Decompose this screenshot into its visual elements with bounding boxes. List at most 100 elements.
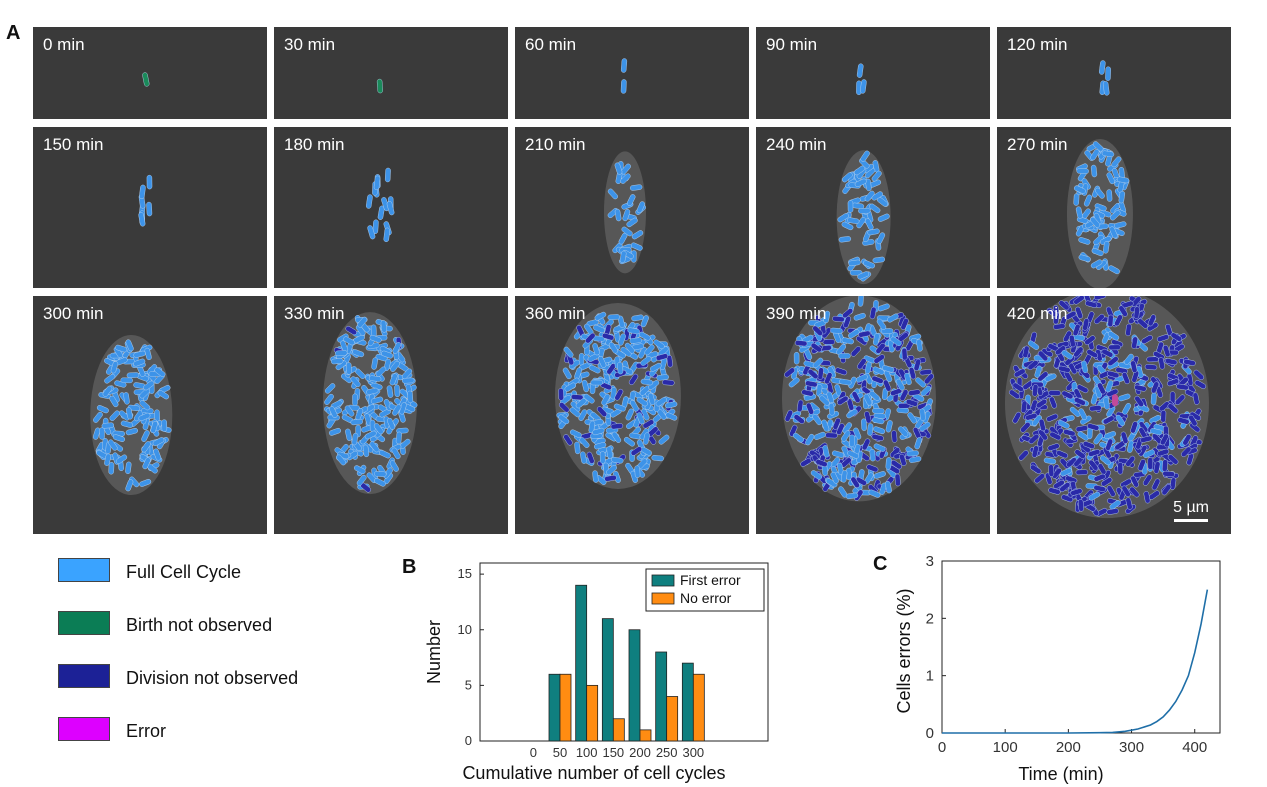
cell [639,331,651,341]
cell [644,344,655,356]
cell [916,339,923,352]
cell [120,377,133,384]
cell [845,492,859,500]
cell [1044,373,1057,382]
cell [885,481,892,494]
frame-time-label: 240 min [766,135,827,154]
cell [640,315,649,328]
cell [642,419,655,429]
cell [913,358,922,371]
cell [864,190,875,202]
cell [1037,371,1049,382]
microscopy-frame: 210 min [515,127,749,288]
cell [841,470,848,483]
cell [873,471,886,479]
cell [1088,491,1101,501]
microscopy-frame: 60 min [515,27,749,119]
cell [630,242,643,251]
colony-image [90,335,173,495]
cell [593,324,605,334]
cell [1060,467,1072,477]
cell [1101,150,1115,158]
cell [123,392,130,405]
y-axis-label: Number [424,620,444,684]
cell [832,417,841,430]
microscopy-frame: 420 min 5 µm [997,296,1231,534]
cell [1076,384,1089,394]
cell [614,162,623,175]
cell [352,393,358,406]
cell [1108,344,1121,351]
cell [407,390,414,404]
cell [1090,216,1101,228]
cell [876,232,886,245]
cell [824,372,833,385]
cell [1051,467,1062,479]
cell [792,432,804,443]
cell [1030,464,1042,474]
cell [1038,429,1048,441]
colony-image [1066,138,1133,288]
y-tick-label: 0 [465,733,472,748]
cell [125,339,134,352]
cell [860,79,867,94]
legend-label-error: Error [126,721,166,741]
cell [1109,226,1118,239]
cell [854,178,867,187]
cell [1058,300,1070,311]
cell [1181,446,1192,458]
legend-label-birth-not-observed: Birth not observed [126,615,273,635]
cell [1075,306,1083,319]
panel-label-b: B [402,556,417,578]
cell [586,451,595,464]
cell [125,427,138,436]
cell [853,427,862,440]
cell [1150,381,1160,394]
cell [613,403,626,412]
cell [574,441,581,455]
cell [839,378,852,386]
cell [1160,410,1167,423]
cell [837,213,849,223]
cell [1188,414,1198,427]
cell [108,439,118,451]
cell [1114,314,1123,327]
microscopy-frame-grid: 0 min 30 min 60 min 90 min 120 min 150 min 180… [33,27,1231,534]
cell [860,150,870,162]
microscopy-frame: 30 min [274,27,508,119]
cell [1143,491,1151,504]
cell [1106,172,1115,185]
cell [104,453,112,466]
cell [1183,359,1196,366]
cell [1069,406,1081,417]
cell [872,366,885,375]
cell [346,362,352,375]
cell [328,427,341,436]
microscopy-frame: 390 min [756,296,990,534]
cell [1121,485,1131,497]
x-tick-label: 100 [576,745,598,760]
microscopy-frame: 180 min [274,127,508,288]
x-tick-label: 100 [993,739,1018,756]
cell [1103,241,1110,254]
cell [1115,367,1128,374]
cell [867,423,874,436]
cell [384,167,391,183]
cell [1165,358,1178,366]
frame-time-label: 420 min [1007,304,1068,323]
cell [873,443,886,452]
cell [864,411,872,424]
cell [387,417,396,430]
plot-frame [941,560,1221,734]
cell [1008,389,1021,400]
cell [125,461,132,474]
cell [367,225,376,240]
cell [1068,334,1076,348]
cell [871,375,884,384]
cell [1134,395,1144,407]
legend-label: First error [680,572,741,588]
x-axis-label: Time (min) [1018,764,1103,784]
cell [1176,383,1189,391]
cell [1027,360,1039,371]
cell [915,377,926,388]
